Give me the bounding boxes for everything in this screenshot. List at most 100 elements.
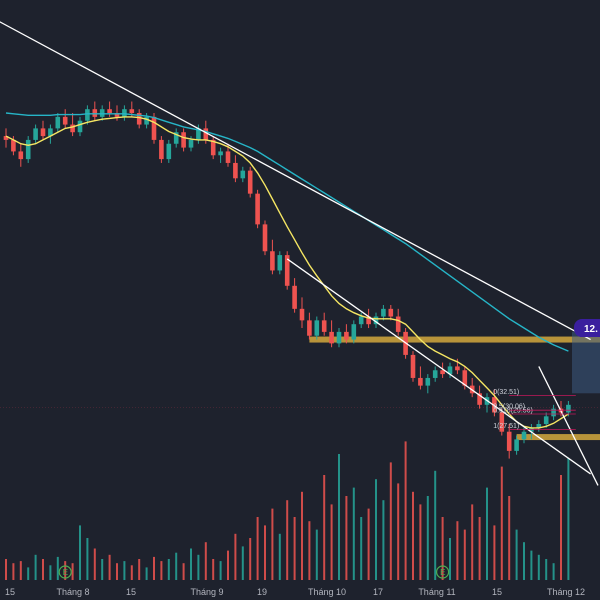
volume-bar	[93, 548, 96, 580]
volume-bar	[56, 556, 59, 580]
trendline	[286, 258, 591, 475]
x-tick-label: 15	[126, 587, 136, 597]
volume-bar	[116, 563, 118, 580]
volume-bar	[264, 525, 266, 580]
candle-body	[455, 366, 460, 371]
candle-body	[92, 109, 98, 117]
candle-body	[33, 128, 38, 140]
candle-body	[284, 255, 290, 286]
candle-body	[18, 151, 24, 160]
candle-body	[218, 151, 223, 156]
volume-bar	[241, 546, 244, 580]
volume-bar	[301, 491, 303, 580]
x-tick-label: 17	[373, 587, 383, 597]
volume-bar	[478, 517, 481, 580]
candle-body	[188, 139, 194, 148]
candle-body	[388, 308, 394, 317]
volume-bar	[486, 487, 488, 580]
candle-body	[247, 170, 253, 194]
volume-bar	[530, 550, 533, 580]
event-marker-circle	[58, 565, 72, 579]
volume-bar	[382, 500, 385, 580]
candle-body	[514, 439, 519, 451]
candle-body	[536, 424, 542, 428]
volume-bar	[500, 466, 503, 580]
candle-body	[107, 109, 112, 114]
volume-bar	[138, 559, 141, 580]
candle-layer	[3, 101, 571, 459]
candle-body	[373, 316, 379, 325]
candle-body	[159, 139, 164, 160]
volume-bar	[101, 559, 104, 580]
volume-bar	[360, 517, 363, 580]
volume-bar	[523, 542, 525, 580]
candle-body	[225, 151, 231, 163]
volume-bar	[315, 529, 318, 580]
candle-body	[151, 116, 157, 140]
support-resistance-zone	[309, 336, 600, 343]
candle-body	[477, 393, 482, 405]
volume-bar	[271, 508, 274, 580]
candle-body	[462, 370, 468, 386]
candle-body	[3, 136, 9, 140]
candle-body	[307, 320, 312, 336]
candle-body	[425, 377, 431, 386]
volume-bar	[86, 538, 89, 580]
volume-bar	[412, 491, 414, 580]
candle-body	[551, 408, 556, 417]
trendline	[538, 366, 599, 486]
volume-bar	[190, 548, 192, 580]
moving-average-layer	[5, 112, 569, 429]
candle-body	[144, 116, 149, 125]
volume-bar	[537, 554, 540, 580]
candle-body	[166, 143, 172, 160]
volume-bar	[449, 538, 451, 580]
candle-body	[543, 416, 549, 425]
volume-bar	[419, 504, 422, 580]
candle-body	[440, 370, 445, 375]
volume-bar	[389, 462, 392, 580]
volume-bar	[42, 559, 44, 580]
x-tick-label: Tháng 10	[308, 587, 346, 597]
volume-bar	[175, 552, 178, 580]
candle-body	[299, 308, 305, 321]
volume-bar	[278, 533, 281, 580]
volume-bar	[130, 565, 133, 580]
candle-body	[262, 224, 268, 252]
candle-body	[114, 113, 120, 117]
x-tick-label: Tháng 11	[418, 587, 455, 597]
fib-level-label: 0.5(30.06)	[493, 404, 525, 411]
fib-level-label: 0(32.51)	[493, 389, 519, 396]
fib-level-label: 0.618(29.56)	[493, 408, 533, 415]
volume-bar	[167, 559, 170, 580]
candle-body	[77, 120, 83, 133]
volume-bar	[34, 554, 37, 580]
candle-body	[210, 139, 216, 156]
volume-bar	[441, 517, 444, 580]
volume-bar	[434, 470, 437, 580]
candle-body	[255, 193, 260, 225]
volume-bar	[323, 475, 326, 580]
fib-level-label: 1(27.51)	[493, 423, 519, 430]
volume-bar	[12, 563, 15, 580]
volume-bar	[256, 517, 259, 580]
volume-bar	[308, 521, 311, 580]
candle-body	[314, 320, 320, 336]
x-tick-label: 19	[257, 587, 267, 597]
volume-bar	[234, 533, 237, 580]
candle-body	[240, 170, 246, 179]
volume-bar	[515, 529, 518, 580]
price-tag-label: 12.	[584, 324, 598, 335]
candle-body	[129, 109, 135, 114]
candle-body	[85, 109, 90, 121]
trendline-layer	[0, 21, 599, 486]
x-tick-label: Tháng 9	[190, 587, 223, 597]
volume-bar	[19, 561, 22, 580]
x-tick-label: Tháng 8	[56, 587, 89, 597]
volume-bar	[204, 542, 207, 580]
candle-body	[499, 412, 505, 432]
volume-bar	[212, 559, 215, 580]
x-tick-label: 15	[492, 587, 502, 597]
